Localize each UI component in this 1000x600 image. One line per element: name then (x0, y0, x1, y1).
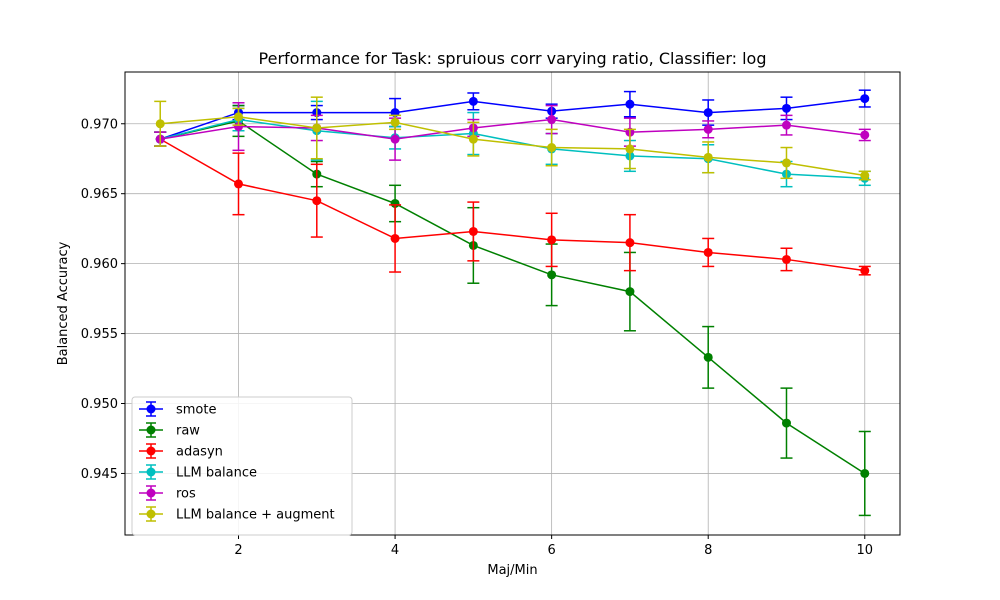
legend-entry: raw (139, 422, 200, 439)
data-point (625, 99, 635, 109)
data-point (625, 287, 635, 297)
x-axis: 2 4 6 8 10 (234, 535, 873, 558)
chart-title: Performance for Task: spruious corr vary… (259, 49, 767, 68)
data-point (390, 117, 400, 127)
legend-entry: adasyn (139, 443, 223, 460)
legend-marker (146, 488, 156, 498)
data-point (781, 158, 791, 168)
legend-marker (146, 425, 156, 435)
series-llm-balance-augment (154, 96, 871, 181)
series-smote (154, 89, 871, 147)
x-tick-label: 8 (704, 543, 712, 558)
legend-marker (146, 509, 156, 519)
series-adasyn (154, 131, 871, 276)
data-point (312, 196, 322, 206)
data-point (468, 96, 478, 106)
data-point (312, 123, 322, 133)
legend-entry: smote (139, 401, 217, 418)
legend-marker (146, 446, 156, 456)
data-point (860, 94, 870, 104)
data-point (390, 134, 400, 144)
legend-label: smote (176, 403, 217, 418)
data-point (547, 115, 557, 125)
series-line (160, 116, 865, 177)
data-point (781, 254, 791, 264)
x-tick-label: 4 (391, 543, 399, 558)
series-line (159, 97, 865, 140)
data-point (781, 120, 791, 130)
legend-label: ros (176, 487, 196, 502)
x-tick-label: 10 (856, 543, 873, 558)
data-point (781, 103, 791, 113)
data-point (703, 352, 713, 362)
plot-area (154, 89, 871, 517)
data-point (468, 226, 478, 236)
series-ros (154, 102, 871, 161)
data-point (703, 152, 713, 162)
data-point (468, 134, 478, 144)
legend: smote raw adasyn LLM balance ros LLM balance … (131, 396, 353, 536)
legend-label: LLM balance (176, 466, 257, 481)
data-point (155, 119, 165, 129)
data-point (390, 198, 400, 208)
data-point (860, 468, 870, 478)
legend-entry: LLM balance + augment (139, 506, 335, 523)
data-point (390, 233, 400, 243)
data-point (234, 122, 244, 132)
data-point (547, 235, 557, 245)
legend-entry: ros (139, 485, 196, 502)
legend-label: adasyn (176, 445, 223, 460)
y-tick-label: 0.965 (81, 187, 118, 202)
legend-label: LLM balance + augment (176, 508, 335, 523)
x-tick-label: 2 (234, 543, 242, 558)
y-axis: 0.945 0.950 0.955 0.960 0.965 0.970 (81, 117, 125, 482)
data-point (860, 130, 870, 140)
series-line (160, 118, 865, 180)
data-point (860, 171, 870, 181)
y-tick-label: 0.955 (81, 327, 118, 342)
legend-label: raw (176, 424, 200, 439)
data-point (234, 112, 244, 122)
legend-entry: LLM balance (139, 464, 257, 481)
y-tick-label: 0.970 (81, 117, 118, 132)
data-point (703, 247, 713, 257)
y-axis-label: Balanced Accuracy (56, 241, 71, 365)
data-point (547, 143, 557, 153)
data-point (781, 418, 791, 428)
series-line (160, 118, 865, 140)
data-point (860, 266, 870, 276)
legend-box (131, 396, 353, 536)
y-tick-label: 0.950 (81, 397, 118, 412)
data-point (625, 238, 635, 248)
plot-frame (124, 71, 901, 536)
series-line (159, 138, 865, 272)
x-tick-label: 6 (548, 543, 556, 558)
data-point (703, 108, 713, 118)
data-point (703, 124, 713, 134)
legend-marker (146, 467, 156, 477)
y-tick-label: 0.945 (81, 467, 118, 482)
x-axis-label: Maj/Min (487, 563, 537, 578)
series-line (160, 120, 866, 475)
y-tick-label: 0.960 (81, 257, 118, 272)
data-point (625, 144, 635, 154)
data-point (234, 179, 244, 189)
data-point (547, 270, 557, 280)
legend-marker (146, 404, 156, 414)
